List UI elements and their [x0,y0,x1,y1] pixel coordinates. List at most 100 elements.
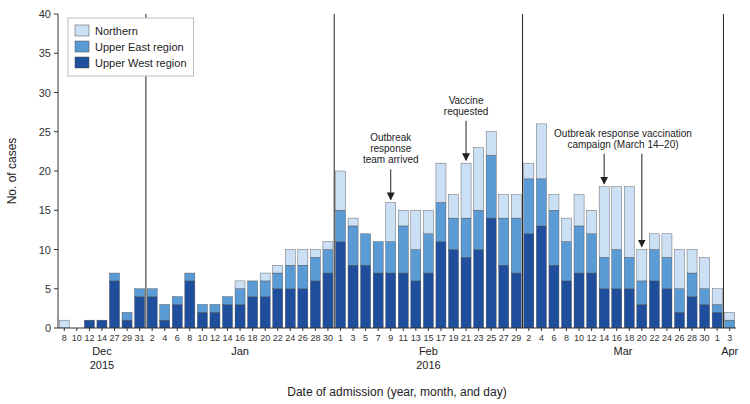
y-tick [54,14,58,15]
bar-segment [411,250,421,281]
bar-segment [310,257,320,281]
x-tick-label: 20 [637,333,647,343]
x-tick [641,328,642,331]
bar-segment [486,155,496,218]
x-tick-label: 30 [700,333,710,343]
x-tick [164,328,165,331]
y-tick [54,92,58,93]
x-tick [315,328,316,331]
bar-segment [674,250,684,289]
x-tick-label: 4 [162,333,167,343]
x-tick-label: 24 [662,333,672,343]
x-tick [541,328,542,331]
x-tick-label: 23 [474,333,484,343]
x-tick [428,328,429,331]
bar-segment [486,132,496,156]
bar-segment [285,289,295,328]
bar-segment [260,281,270,297]
bar-segment [700,289,710,305]
x-tick-label: 29 [122,333,132,343]
x-tick [227,328,228,331]
bar-segment [599,257,609,288]
x-tick [378,328,379,331]
bar-segment [222,296,232,297]
bar-segment [649,234,659,250]
x-tick [466,328,467,331]
x-tick-label: 22 [273,333,283,343]
bar-segment [687,250,697,274]
legend-box [68,18,194,76]
bar-segment [474,147,484,210]
annotation-line: Vaccine [449,95,484,106]
x-tick-label: 13 [411,333,421,343]
x-tick [440,328,441,331]
x-tick [302,328,303,331]
bar-segment [310,250,320,258]
x-tick [76,328,77,331]
bars [59,124,734,328]
bar-segment [122,320,132,328]
x-tick-label: 7 [376,333,381,343]
x-tick-label: 27 [499,333,509,343]
bar-segment [84,320,94,328]
bar-segment [411,210,421,249]
bar-segment [411,281,421,328]
x-tick [365,328,366,331]
y-tick-label: 40 [39,8,51,20]
bar-segment [172,297,182,305]
x-tick-label: 6 [175,333,180,343]
bar-segment [524,179,534,234]
month-label: Feb [419,345,438,357]
annotation-line: Outbreak response vaccination [554,128,692,139]
x-tick [453,328,454,331]
x-tick [566,328,567,331]
y-tick [54,131,58,132]
bar-segment [323,250,333,274]
bar-segment [97,320,107,321]
bar-segment [348,226,358,265]
y-tick-label: 10 [39,244,51,256]
bar-segment [486,218,496,328]
bar-segment [687,297,697,328]
annotation-line: response [370,143,412,154]
bar-segment [674,289,684,313]
bar-segment [662,257,672,288]
month-label: Dec [92,345,112,357]
x-tick [666,328,667,331]
bar-segment [549,265,559,328]
bar-segment [135,297,145,328]
bar-segment [637,281,647,305]
x-tick-label: 1 [338,333,343,343]
x-tick [692,328,693,331]
bar-segment [361,265,371,328]
bar-segment [700,257,710,288]
bar-segment [725,320,735,328]
bar-segment [386,242,396,273]
y-tick [54,171,58,172]
bar-segment [109,273,119,281]
x-tick-label: 8 [564,333,569,343]
bar-segment [386,273,396,328]
x-tick [101,328,102,331]
bar-segment [323,242,333,250]
bar-segment [260,297,270,328]
x-axis-label: Date of admission (year, month, and day) [287,385,506,399]
x-tick [403,328,404,331]
y-tick [54,249,58,250]
annotation: Outbreak response vaccinationcampaign (M… [554,128,692,150]
x-tick-label: 25 [486,333,496,343]
x-tick-label: 14 [97,333,107,343]
x-tick-label: 4 [539,333,544,343]
x-tick-label: 6 [551,333,556,343]
bar-segment [361,233,371,234]
x-tick-label: 31 [135,333,145,343]
bar-segment [122,312,132,313]
bar-segment [712,312,722,328]
bar-segment [97,320,107,328]
x-tick [704,328,705,331]
bar-segment [536,124,546,179]
bar-segment [235,281,245,289]
x-tick-label: 19 [448,333,458,343]
bar-segment [511,218,521,273]
x-tick [114,328,115,331]
